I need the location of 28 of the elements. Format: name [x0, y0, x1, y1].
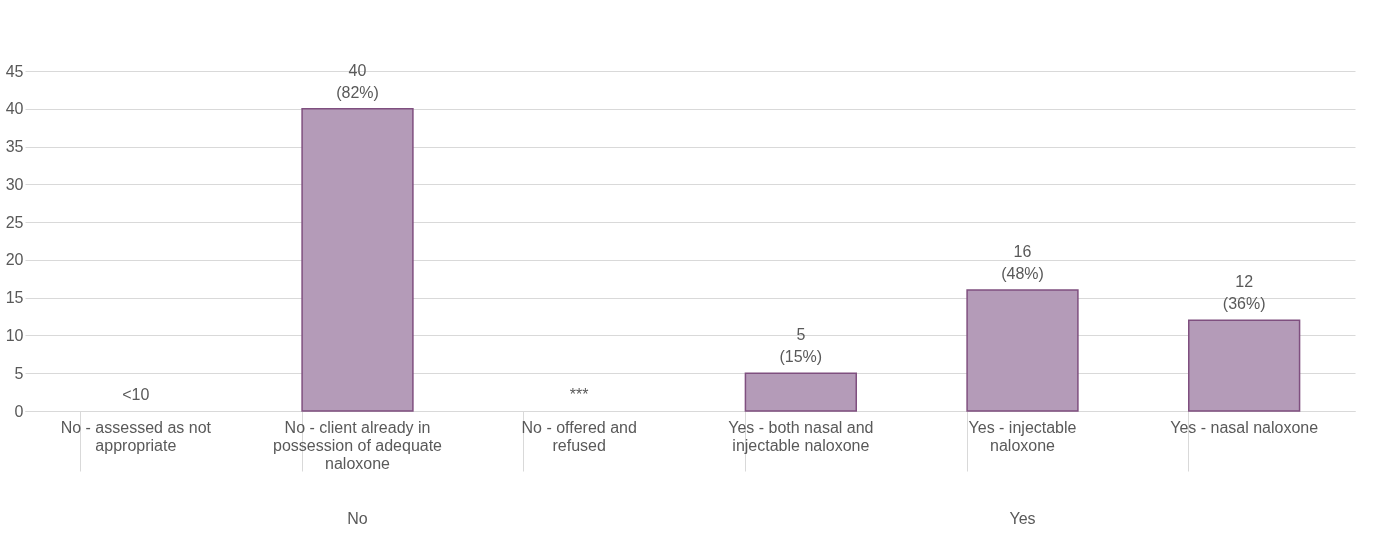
x-tick-label: Yes - both nasal and injectable naloxone — [728, 418, 874, 454]
y-tick-label: 5 — [14, 364, 24, 382]
x-tick-label: No - client already in possession of adequate naloxone — [272, 418, 443, 472]
text: <10 — [122, 386, 150, 403]
y-tick-label: 15 — [5, 289, 24, 307]
x-tick-label: Yes - injectable naloxone — [968, 418, 1077, 454]
bar — [1188, 319, 1301, 412]
y-tick-label: 40 — [5, 100, 24, 118]
y-tick-label: 25 — [5, 213, 24, 231]
y-tick-label: 45 — [5, 62, 24, 80]
bar — [301, 108, 414, 412]
y-tick-label: 35 — [5, 138, 24, 156]
data-label: 12 (36%) — [1222, 273, 1266, 313]
text: No — [347, 510, 368, 527]
bar — [744, 372, 857, 412]
y-tick-label: 0 — [14, 402, 24, 420]
text: *** — [569, 386, 589, 403]
data-label: 5 (15%) — [779, 326, 823, 366]
x-tick-label: Yes - nasal naloxone — [1170, 418, 1319, 436]
y-tick-label: 10 — [5, 326, 24, 344]
bar — [966, 289, 1079, 412]
y-tick-label: 20 — [5, 251, 24, 269]
x-tick-label: No - assessed as not appropriate — [60, 418, 212, 454]
x-tick-label: No - offered and refused — [521, 418, 637, 454]
data-label: 16 (48%) — [1001, 243, 1044, 283]
text: Yes — [1009, 510, 1036, 527]
y-tick-label: 30 — [5, 175, 24, 193]
data-label: 40 (82%) — [336, 61, 379, 101]
